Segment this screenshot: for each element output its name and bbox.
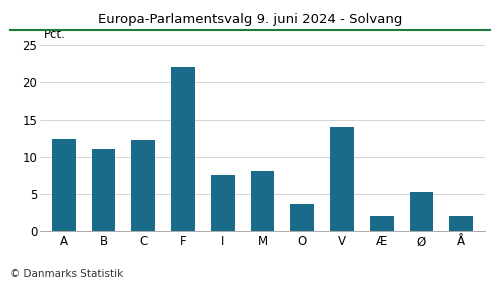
Text: © Danmarks Statistik: © Danmarks Statistik <box>10 269 123 279</box>
Bar <box>290 204 314 231</box>
Bar <box>449 216 473 231</box>
Bar <box>211 175 234 231</box>
Bar <box>171 67 195 231</box>
Bar <box>250 171 274 231</box>
Text: Europa-Parlamentsvalg 9. juni 2024 - Solvang: Europa-Parlamentsvalg 9. juni 2024 - Sol… <box>98 13 402 26</box>
Bar <box>132 140 155 231</box>
Bar <box>92 149 116 231</box>
Bar <box>410 192 434 231</box>
Bar <box>52 139 76 231</box>
Text: Pct.: Pct. <box>44 28 66 41</box>
Bar <box>330 127 354 231</box>
Bar <box>370 216 394 231</box>
